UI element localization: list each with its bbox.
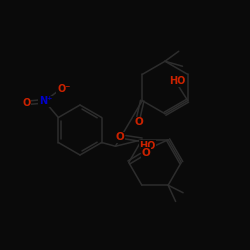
Text: N⁺: N⁺ (39, 96, 52, 106)
Text: O: O (134, 118, 143, 128)
Text: O: O (142, 148, 150, 158)
Text: HO: HO (170, 76, 186, 86)
Text: O: O (22, 98, 30, 108)
Text: O⁻: O⁻ (57, 84, 70, 94)
Text: O: O (116, 132, 124, 142)
Text: HO: HO (139, 141, 156, 151)
